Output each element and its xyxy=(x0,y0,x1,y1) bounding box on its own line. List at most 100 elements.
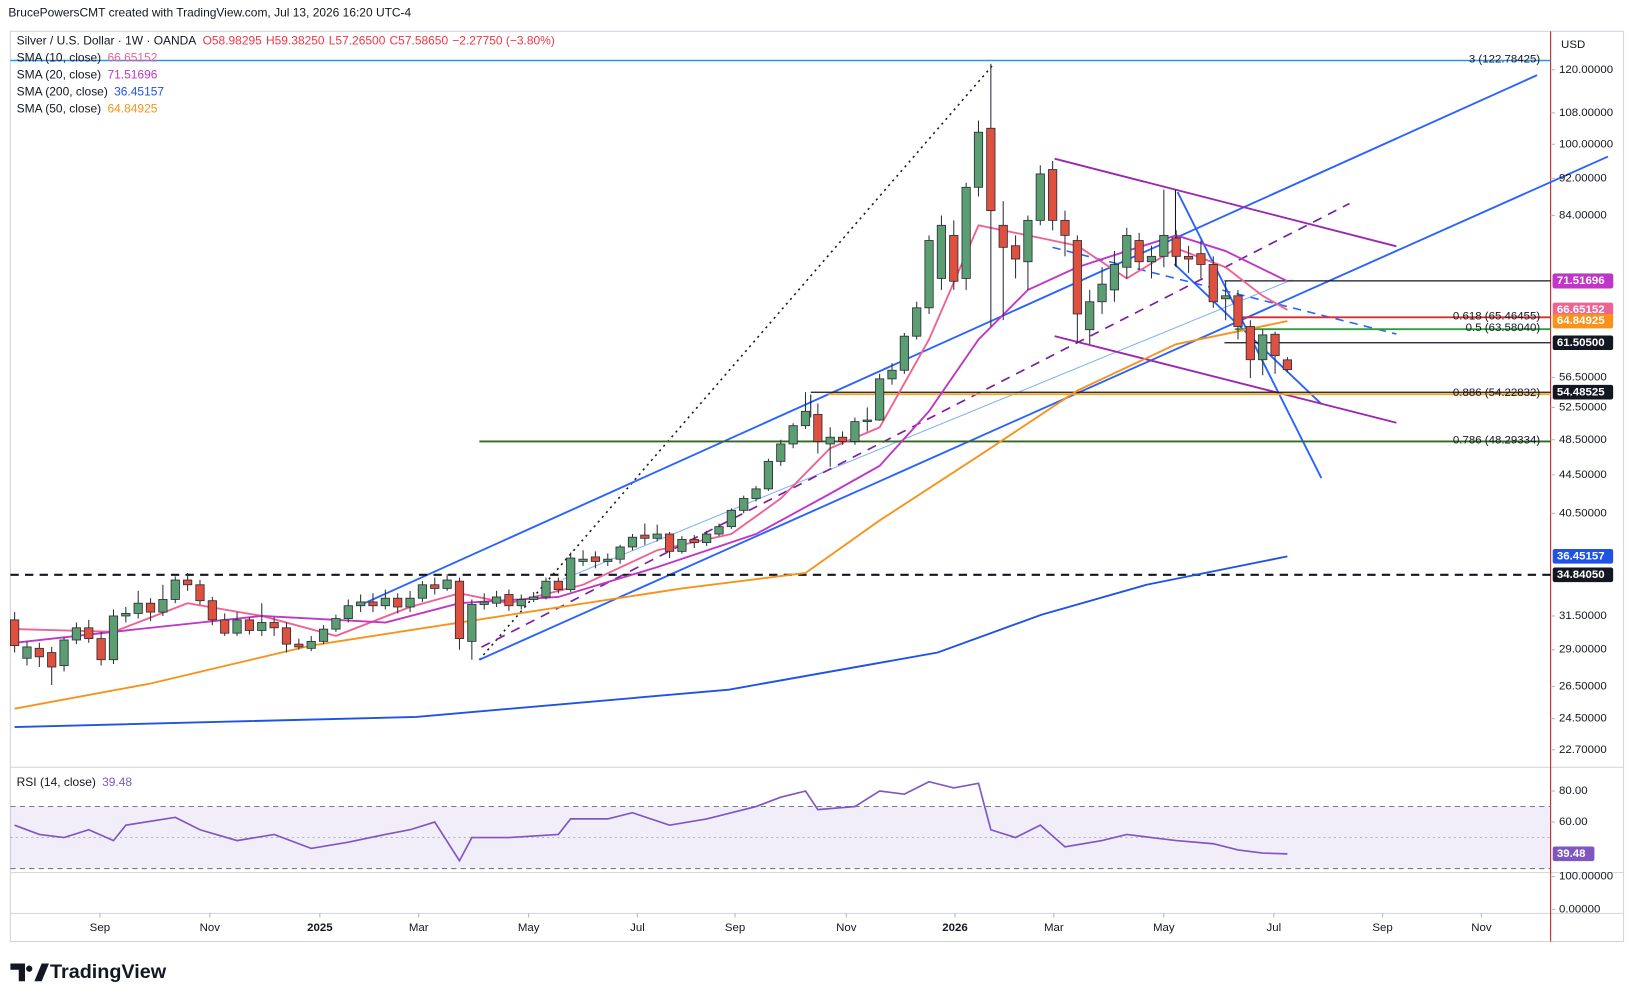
price-tag-label: 61.50500 xyxy=(1557,337,1605,349)
quote: C57.58650 xyxy=(390,34,449,48)
candle-body xyxy=(677,538,687,552)
candle-body xyxy=(393,597,403,608)
x-tick-label: May xyxy=(1153,922,1175,934)
y-tick-label: 0.00000 xyxy=(1559,903,1600,915)
rsi-legend: RSI (14, close) 39.48 xyxy=(17,775,133,789)
candle-body xyxy=(739,498,749,511)
candle-body xyxy=(380,597,390,607)
x-tick-label: 2026 xyxy=(942,922,967,934)
candle-body xyxy=(71,627,81,641)
x-tick-label: Sep xyxy=(725,922,745,934)
legend-value: 36.45157 xyxy=(114,85,164,99)
channel-mid xyxy=(562,279,1293,580)
x-tick-label: Nov xyxy=(836,922,857,934)
candle-body xyxy=(1196,253,1206,265)
wedge-line xyxy=(1054,335,1397,424)
rsi-line xyxy=(14,780,1288,863)
candle-body xyxy=(788,425,798,445)
candle-body xyxy=(306,640,316,649)
quote: H59.38250 xyxy=(266,34,325,48)
candle-body xyxy=(776,443,786,462)
y-tick-label: 120.00000 xyxy=(1559,64,1613,76)
quote: −2.27750 (−3.80%) xyxy=(452,34,555,48)
price-tag xyxy=(1552,384,1614,400)
price-tag-label: 36.45157 xyxy=(1557,550,1605,562)
candle-body xyxy=(22,646,32,659)
price-tag xyxy=(1552,567,1614,583)
candle-body xyxy=(529,596,539,600)
candle-body xyxy=(1270,333,1280,357)
candle-body xyxy=(442,579,452,589)
candle-body xyxy=(998,224,1008,248)
fib-label: 0.618 (65.46455) xyxy=(1453,310,1540,322)
candle-body xyxy=(47,652,57,668)
candle-body xyxy=(170,579,180,600)
candle-body xyxy=(96,638,106,661)
candle-body xyxy=(1282,359,1293,371)
candle-body xyxy=(1085,301,1095,331)
y-tick-label: 31.50000 xyxy=(1559,610,1607,622)
candle-body xyxy=(578,558,588,562)
candle-body xyxy=(269,622,279,629)
candle-body xyxy=(257,622,267,631)
sma-line xyxy=(14,555,1288,728)
candle-body xyxy=(726,509,736,528)
candle-body xyxy=(454,580,465,640)
candle-body xyxy=(541,580,551,598)
price-tag-label: 34.84050 xyxy=(1557,569,1605,581)
candle-body xyxy=(875,378,885,421)
candle-body xyxy=(343,605,353,619)
y-tick-label: 24.50000 xyxy=(1559,713,1607,725)
candle-body xyxy=(553,580,563,591)
y-tick-label: 100.00000 xyxy=(1559,871,1613,883)
candle-body xyxy=(356,601,366,607)
candle-body xyxy=(1146,255,1157,263)
candle-body xyxy=(108,615,119,661)
candle-body xyxy=(133,602,143,614)
legend-name: SMA (200, close) xyxy=(17,85,108,99)
legend-entry: SMA (50, close) 64.84925 xyxy=(17,102,158,116)
candle-body xyxy=(1109,264,1120,291)
y-tick-label: 40.50000 xyxy=(1559,507,1607,519)
candle-body xyxy=(961,186,971,279)
candle-body xyxy=(949,234,959,282)
candle-body xyxy=(813,414,823,442)
frame xyxy=(9,30,1625,943)
sma-line xyxy=(14,224,1288,637)
candle-body xyxy=(1159,234,1169,257)
y-tick-label: 60.00 xyxy=(1559,816,1588,828)
candle-body xyxy=(1060,219,1070,236)
y-tick-label: 29.00000 xyxy=(1559,644,1607,656)
candle-body xyxy=(368,601,378,607)
fib-label: 0.886 (54.22832) xyxy=(1453,387,1540,399)
candle-body xyxy=(714,526,724,535)
candle-body xyxy=(405,597,415,608)
candle-body xyxy=(1171,237,1181,257)
candle-body xyxy=(244,619,254,631)
header: BrucePowersCMT created with TradingView.… xyxy=(8,6,411,20)
logo-icon xyxy=(10,963,49,982)
candle-body xyxy=(158,599,168,613)
y-tick-label: 100.00000 xyxy=(1559,138,1613,150)
candle-body xyxy=(516,599,526,607)
candle-body xyxy=(207,600,217,621)
candle-body xyxy=(912,307,922,337)
candle-body xyxy=(986,127,996,212)
candle-body xyxy=(751,488,761,499)
candle-body xyxy=(294,643,304,648)
candle-body xyxy=(1245,326,1255,361)
x-tick-label: Nov xyxy=(1471,922,1492,934)
y-tick-label: 22.70000 xyxy=(1559,744,1607,756)
candle-body xyxy=(689,538,699,544)
quote: L57.26500 xyxy=(329,34,386,48)
sma-line xyxy=(14,320,1288,710)
candle-body xyxy=(491,596,502,604)
candle-body xyxy=(1221,295,1231,300)
candle-body xyxy=(331,618,341,630)
logo: TradingView xyxy=(10,961,167,983)
candle-body xyxy=(504,594,514,607)
x-tick-label: May xyxy=(518,922,540,934)
candle-body xyxy=(121,612,131,617)
price-tag-label: 71.51696 xyxy=(1557,275,1605,287)
x-tick-label: Sep xyxy=(90,922,110,934)
